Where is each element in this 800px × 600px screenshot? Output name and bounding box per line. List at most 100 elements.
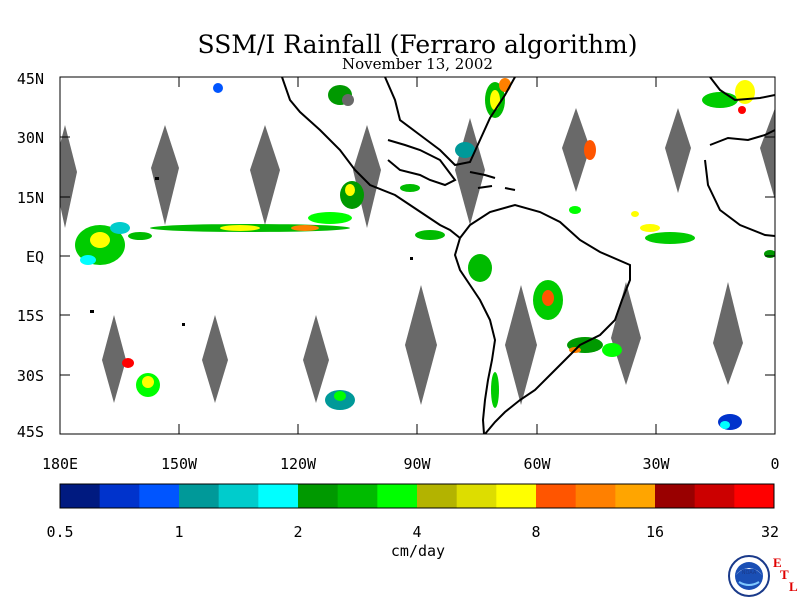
rain-area [491, 372, 499, 408]
coastline-north-america-east [384, 77, 516, 167]
rain-area [738, 106, 746, 114]
orbit-gap [405, 285, 437, 405]
colorbar [60, 484, 775, 508]
colorbar-swatch [615, 484, 656, 508]
colorbar-swatch [734, 484, 775, 508]
rain-area [490, 90, 500, 110]
colorbar-label: 16 [645, 523, 665, 541]
etl-letter-t: T [780, 567, 789, 582]
coastline-iberia [709, 77, 775, 102]
lon-label: 90W [403, 455, 431, 473]
coastline-caribbean [469, 171, 516, 191]
colorbar-swatch [218, 484, 259, 508]
noaa-logo: NOAA [728, 555, 770, 597]
colorbar-label: 1 [174, 523, 184, 541]
noaa-logo-text: NOAA [742, 570, 757, 576]
axis-ticks [59, 76, 776, 435]
island [90, 310, 94, 313]
coastline-gulf-of-mexico [387, 139, 457, 187]
colorbar-border [59, 483, 775, 509]
rain-area [640, 224, 660, 232]
colorbar-label: 32 [760, 523, 780, 541]
lat-label: 45N [16, 70, 44, 88]
lat-label: 15S [16, 307, 44, 325]
etl-letter-l: L [789, 579, 798, 594]
island [155, 177, 159, 180]
map-title: SSM/I Rainfall (Ferraro algorithm) [197, 30, 638, 59]
rain-area [80, 255, 96, 265]
colorbar-label: 0.5 [46, 523, 74, 541]
lon-label: 30W [642, 455, 670, 473]
rain-area [764, 250, 775, 258]
rain-area [308, 212, 352, 224]
rain-area [455, 142, 475, 158]
rain-area [584, 140, 596, 160]
lon-label: 0 [770, 455, 780, 473]
lat-label: 30S [16, 367, 44, 385]
orbit-gap [60, 125, 77, 228]
orbit-gap [102, 315, 126, 403]
colorbar-swatch [575, 484, 616, 508]
orbit-gap [353, 125, 381, 228]
rain-area [128, 232, 152, 240]
map-date: November 13, 2002 [342, 55, 493, 73]
colorbar-swatch [139, 484, 180, 508]
rain-area [645, 232, 695, 244]
lon-label: 60W [523, 455, 551, 473]
lat-label: 30N [16, 129, 44, 147]
rain-area [702, 92, 738, 108]
lon-label: 180E [41, 455, 79, 473]
colorbar-label: 2 [293, 523, 303, 541]
lat-label: 45S [16, 423, 44, 441]
coastline-africa-west [704, 159, 775, 237]
colorbar-swatch [536, 484, 577, 508]
colorbar-swatch [655, 484, 696, 508]
orbit-gap [611, 282, 641, 385]
orbit-gap [202, 315, 228, 403]
rain-area [720, 421, 730, 429]
etl-letter-e: E [773, 555, 782, 570]
orbit-gap [562, 108, 590, 192]
orbit-gap [250, 125, 280, 225]
colorbar-swatch [99, 484, 140, 508]
rain-area [345, 184, 355, 196]
map-content [60, 77, 775, 434]
rain-area [90, 232, 110, 248]
coastline-north-america-west [281, 77, 461, 239]
rain-area [213, 83, 223, 93]
lon-label: 120W [279, 455, 317, 473]
coastline-south-america-east [459, 203, 631, 434]
colorbar-label: 8 [531, 523, 541, 541]
rain-area [291, 225, 319, 231]
orbit-gap [151, 125, 179, 225]
rain-area [415, 230, 445, 240]
island [182, 323, 185, 326]
rain-area [468, 254, 492, 282]
colorbar-label: 4 [412, 523, 422, 541]
coastline-south-america-west [453, 237, 497, 434]
rain-area [602, 343, 622, 357]
rain-area [342, 94, 354, 106]
colorbar-units: cm/day [390, 542, 446, 560]
lat-label: 15N [16, 189, 44, 207]
colorbar-swatch [417, 484, 458, 508]
rain-area [631, 211, 639, 217]
colorbar-swatch [60, 484, 101, 508]
island [410, 257, 413, 260]
colorbar-swatch [179, 484, 220, 508]
coastlines [281, 77, 775, 434]
colorbar-swatch [456, 484, 497, 508]
lat-label: EQ [25, 248, 44, 266]
islands [90, 177, 413, 326]
rain-area [110, 222, 130, 234]
orbit-gap [303, 315, 329, 403]
rain-area [542, 290, 554, 306]
colorbar-swatch [377, 484, 418, 508]
rain-area [499, 78, 511, 92]
colorbar-swatch [298, 484, 339, 508]
rain-area [220, 225, 260, 231]
colorbar-swatch [496, 484, 537, 508]
rain-patches [75, 78, 775, 430]
orbit-gap [713, 282, 743, 385]
